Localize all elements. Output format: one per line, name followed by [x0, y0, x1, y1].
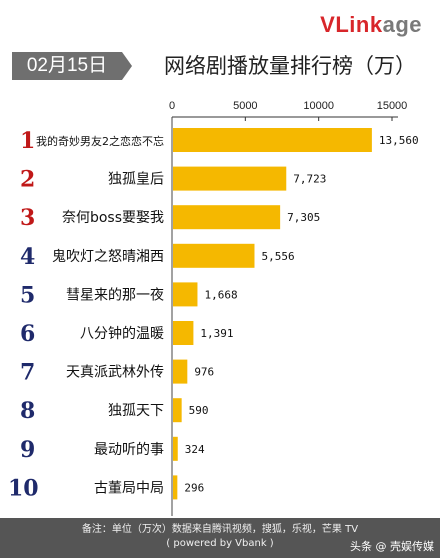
data-label: 7,723 [293, 173, 326, 186]
data-label: 13,560 [379, 134, 419, 147]
rank-number: 3 [20, 205, 35, 231]
data-label: 976 [194, 366, 214, 379]
x-tick-label: 15000 [377, 100, 408, 112]
footer-line-1: 备注：单位（万次）数据来自腾讯视频，搜狐，乐视，芒果 TV [81, 524, 359, 535]
bar [173, 359, 188, 384]
date-badge: 02月15日 [12, 52, 132, 80]
rank-number: 7 [20, 360, 35, 386]
footer-line-2: ( powered by Vbank ) [166, 538, 274, 549]
bar [173, 398, 182, 423]
data-label: 1,391 [200, 327, 233, 340]
bar [173, 436, 178, 461]
bar-chart: 0 5000 10000 15000 13,560 1 我的奇妙男友2之恋恋不忘 7,723 2… [8, 100, 419, 516]
footer-note: 备注：单位（万次）数据来自腾讯视频，搜狐，乐视，芒果 TV ( powered … [0, 518, 440, 558]
category-label: 独孤天下 [108, 403, 164, 419]
bar [173, 128, 372, 152]
category-label: 彗星来的那一夜 [66, 287, 164, 303]
bar [173, 321, 194, 345]
category-label: 鬼吹灯之怒晴湘西 [52, 249, 164, 265]
rank-number: 4 [20, 244, 35, 270]
rank-number: 8 [20, 398, 35, 424]
category-label: 我的奇妙男友2之恋恋不忘 [36, 134, 164, 148]
bar [173, 166, 287, 191]
data-label: 7,305 [287, 211, 320, 224]
bar [173, 282, 198, 307]
category-label: 最动听的事 [94, 442, 164, 458]
rank-number: 5 [20, 282, 35, 308]
x-tick-label: 0 [169, 100, 175, 112]
rank-number: 6 [20, 321, 35, 347]
data-label: 296 [184, 481, 204, 494]
rank-number: 2 [20, 167, 35, 193]
data-label: 5,556 [261, 250, 294, 263]
data-label: 1,668 [204, 288, 237, 301]
rank-number: 1 [20, 128, 35, 154]
category-label: 独孤皇后 [108, 172, 164, 188]
category-label: 奈何boss要娶我 [62, 210, 164, 226]
bar [173, 243, 255, 268]
category-label: 天真派武林外传 [66, 365, 164, 381]
x-tick-label: 10000 [303, 100, 334, 112]
category-label: 八分钟的温暖 [80, 325, 164, 342]
rank-number: 9 [20, 437, 35, 463]
watermark: 头条 @ 壳娱传媒 [350, 540, 434, 553]
vlinkage-logo: VLinkage [320, 12, 422, 37]
bar [173, 475, 178, 500]
data-label: 324 [185, 443, 205, 456]
rank-number: 10 [8, 475, 39, 501]
bar [173, 205, 281, 230]
data-label: 590 [189, 404, 209, 417]
x-tick-label: 5000 [233, 100, 257, 112]
chart-title: 网络剧播放量排行榜（万） [164, 54, 416, 78]
category-label: 古董局中局 [94, 480, 164, 496]
